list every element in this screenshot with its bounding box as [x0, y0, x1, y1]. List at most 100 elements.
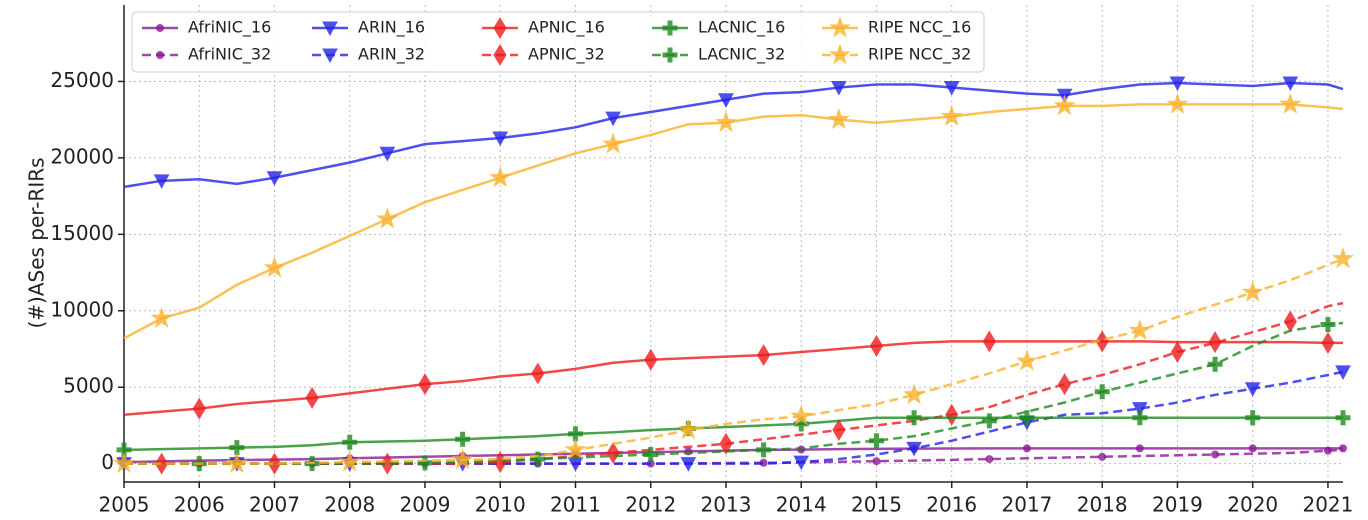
- x-tick-label: 2013: [701, 493, 752, 517]
- marker: [1094, 384, 1110, 400]
- series-line: [123, 416, 1343, 452]
- marker: [1207, 356, 1223, 372]
- marker: [903, 383, 926, 405]
- marker: [1166, 92, 1189, 114]
- x-tick-label: 2012: [625, 493, 676, 517]
- x-tick-label: 2017: [1002, 493, 1053, 517]
- marker: [267, 452, 282, 475]
- x-tick-label: 2009: [400, 493, 451, 517]
- marker: [719, 432, 733, 455]
- marker: [1131, 402, 1148, 417]
- marker: [1098, 452, 1107, 461]
- marker: [829, 16, 851, 38]
- marker: [829, 43, 851, 65]
- series-line: [123, 81, 1344, 189]
- series-line: [124, 321, 1344, 465]
- marker: [1321, 331, 1335, 354]
- marker: [418, 373, 432, 396]
- marker: [567, 426, 583, 442]
- marker: [451, 448, 474, 470]
- marker: [644, 348, 658, 371]
- marker: [718, 93, 734, 108]
- x-tick-label: 2006: [174, 493, 225, 517]
- legend-label: ARIN_32: [358, 45, 425, 65]
- marker: [790, 404, 813, 426]
- marker: [831, 81, 847, 96]
- marker: [150, 306, 173, 328]
- x-tick-label: 2018: [1077, 493, 1128, 517]
- marker: [677, 418, 700, 440]
- marker: [1211, 450, 1220, 459]
- marker: [793, 455, 810, 471]
- legend: AfriNIC_16 AfriNIC_32 ARIN_16 ARIN_32 APNIC_…: [131, 11, 985, 73]
- marker: [1282, 76, 1299, 92]
- marker: [1332, 247, 1354, 269]
- marker: [662, 47, 678, 63]
- marker: [602, 132, 625, 154]
- marker: [1128, 319, 1151, 340]
- series-line: [123, 340, 1343, 416]
- marker: [662, 20, 678, 36]
- marker: [827, 108, 850, 129]
- legend-label: LACNIC_32: [698, 45, 785, 65]
- series-line: [124, 257, 1344, 465]
- y-tick-label: 15000: [50, 221, 114, 245]
- marker: [153, 174, 170, 189]
- marker: [940, 105, 963, 126]
- marker: [872, 457, 881, 466]
- marker: [156, 51, 164, 59]
- marker: [1132, 410, 1148, 426]
- marker: [680, 457, 697, 472]
- marker: [606, 441, 620, 464]
- marker: [1283, 310, 1297, 333]
- marker: [945, 403, 959, 426]
- marker: [1323, 446, 1332, 455]
- legend-label: APNIC_32: [528, 45, 605, 65]
- marker: [376, 207, 399, 229]
- marker: [564, 438, 587, 460]
- marker: [1058, 373, 1072, 396]
- marker: [492, 131, 509, 147]
- marker: [1339, 444, 1347, 453]
- marker: [342, 434, 358, 450]
- marker: [493, 17, 507, 39]
- x-tick-label: 2016: [926, 493, 977, 517]
- series-line: [123, 103, 1344, 340]
- legend-label: APNIC_16: [528, 18, 605, 38]
- marker: [225, 452, 248, 473]
- marker: [906, 441, 922, 457]
- marker: [715, 111, 737, 133]
- marker: [1244, 382, 1261, 397]
- y-tick-label: 10000: [50, 297, 114, 321]
- marker: [985, 455, 994, 464]
- marker: [229, 440, 245, 456]
- x-tick-label: 2021: [1302, 493, 1353, 517]
- x-tick-label: 2008: [324, 493, 375, 517]
- marker: [1170, 341, 1185, 364]
- marker: [263, 256, 286, 278]
- marker: [156, 24, 164, 32]
- marker: [1241, 280, 1264, 302]
- y-tick-label: 5000: [63, 374, 114, 398]
- series-line: [124, 301, 1344, 465]
- x-tick-label: 2020: [1227, 493, 1278, 517]
- marker: [1022, 444, 1031, 453]
- marker: [868, 433, 884, 449]
- marker: [1208, 331, 1222, 354]
- marker: [1248, 444, 1257, 453]
- x-tick-label: 2015: [851, 493, 902, 517]
- x-tick-label: 2011: [550, 493, 601, 517]
- y-tick-label: 20000: [50, 144, 114, 168]
- marker: [1335, 365, 1351, 380]
- legend-label: ARIN_16: [358, 18, 425, 38]
- marker: [266, 171, 283, 186]
- marker: [981, 413, 997, 429]
- x-tick-label: 2007: [249, 493, 300, 517]
- y-tick-label: 25000: [50, 68, 114, 92]
- marker: [1019, 410, 1035, 426]
- marker: [832, 419, 846, 441]
- marker: [1335, 410, 1351, 426]
- marker: [113, 452, 135, 473]
- marker: [338, 450, 361, 472]
